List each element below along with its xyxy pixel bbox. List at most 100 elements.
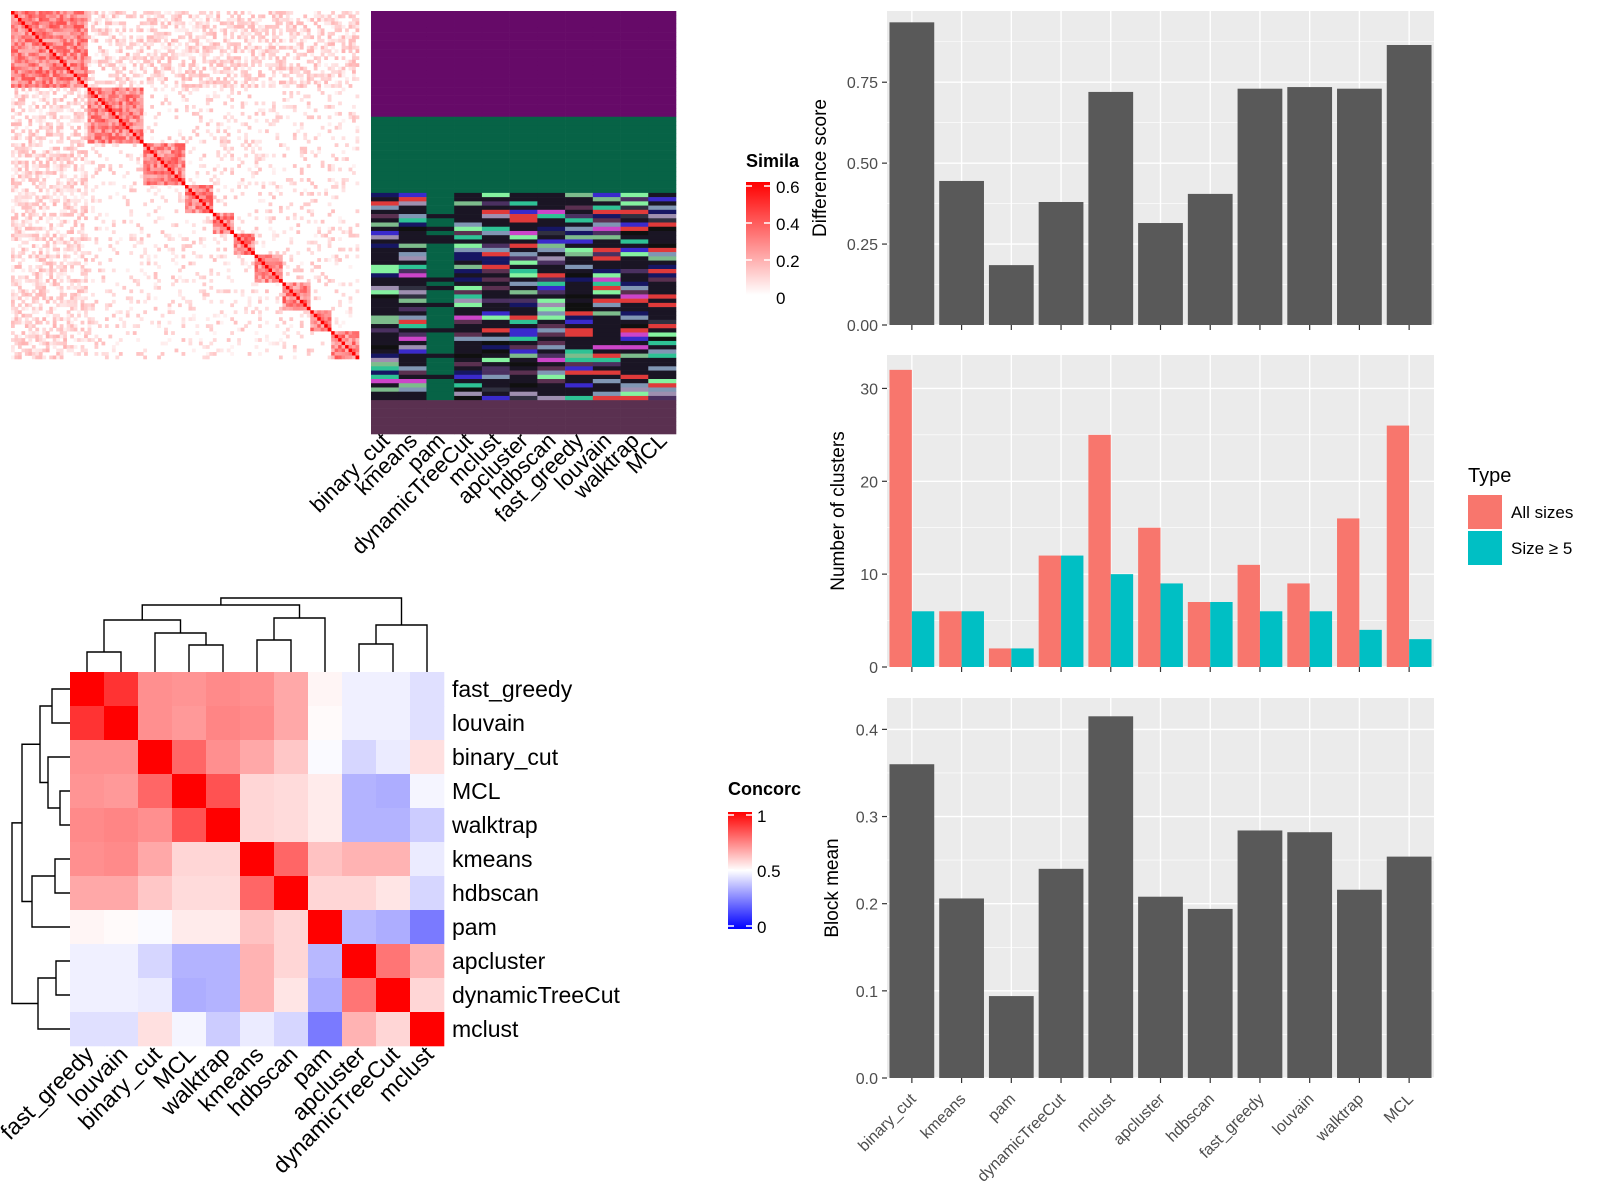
concordance-heatmap: fast_greedyfast_greedylouvainlouvainbina… [0,672,620,1178]
bar-size-5 [1210,602,1233,667]
concordance-cell [376,740,411,775]
x-tick-label: pam [985,1091,1019,1125]
concordance-cell [172,740,207,775]
y-tick-label: 0.00 [847,318,878,335]
concordance-cell [376,876,411,911]
concordance-cell [342,978,377,1013]
concordance-cell [410,944,445,979]
bar [939,898,984,1078]
concordance-cell [70,978,105,1013]
concordance-cell [410,706,445,741]
concordance-cell [308,740,343,775]
y-tick-label: 0.4 [856,722,878,739]
concordance-cell [138,808,173,843]
concordance-cell [240,774,275,809]
concordance-cell [206,978,241,1013]
bar-size-5 [1110,574,1134,667]
concordance-cell [172,910,207,945]
concordance-cell [138,740,173,775]
concordance-cell [104,808,139,843]
concordance-tick-label: 0 [757,918,766,937]
concordance-cell [342,876,377,911]
concordance-cell [70,876,105,911]
legend-label: All sizes [1511,503,1573,522]
concordance-cell [410,978,445,1013]
concordance-cell [342,944,377,979]
concordance-cell [376,706,411,741]
concordance-row-label: louvain [452,710,525,736]
concordance-cell [240,808,275,843]
y-tick-label: 0.75 [847,75,878,92]
bar-size-5 [1409,639,1432,667]
bar [889,764,935,1078]
bar-panels: 0.00 0.25 0.50 0.75 Difference score 0 10 20 30 N… [810,11,1573,1185]
y-axis-label: Block mean [822,838,843,937]
concordance-cell [172,978,207,1013]
concordance-cell [206,944,241,979]
concordance-cell [274,944,309,979]
concordance-cell [240,706,275,741]
concordance-cell [274,672,309,707]
concordance-cell [342,910,377,945]
concordance-cell [104,842,139,877]
concordance-row-label: apcluster [452,948,546,974]
bar [1337,88,1382,325]
bar [1187,193,1233,325]
bar-all-sizes [1138,527,1161,667]
concordance-cell [206,808,241,843]
bar-all-sizes [988,648,1012,667]
concordance-cell [308,842,343,877]
similarity-legend-title: Simila [746,151,800,171]
bar-all-sizes [939,611,962,667]
concordance-cell [104,978,139,1013]
concordance-cell [206,1012,241,1047]
concordance-cell [274,740,309,775]
bar [1038,201,1084,325]
concordance-cell [70,774,105,809]
concordance-cell [410,672,445,707]
concordance-cell [138,910,173,945]
concordance-cell [342,740,377,775]
bar [1237,830,1283,1078]
concordance-cell [410,842,445,877]
concordance-cell [274,842,309,877]
concordance-cell [70,944,105,979]
concordance-tick-label: 1 [757,807,766,826]
concordance-cell [138,876,173,911]
concordance-cell [138,944,173,979]
bar-size-5 [1359,629,1382,667]
concordance-cell [104,944,139,979]
concordance-cell [240,910,275,945]
concordance-cell [138,774,173,809]
concordance-cell [104,774,139,809]
concordance-cell [70,910,105,945]
y-tick-label: 10 [860,567,878,584]
concordance-cell [376,1012,411,1047]
concordance-cell [308,808,343,843]
concordance-cell [342,1012,377,1047]
y-tick-label: 0 [869,660,878,677]
concordance-cell [240,944,275,979]
concordance-cell [410,910,445,945]
concordance-cell [274,706,309,741]
concordance-row-label: fast_greedy [452,676,573,702]
concordance-cell [206,774,241,809]
concordance-cell [172,944,207,979]
concordance-cell [308,910,343,945]
concordance-row-label: pam [452,914,497,940]
similarity-tick-label: 0.6 [776,178,800,197]
bar [988,265,1034,325]
bar-size-5 [1259,611,1283,667]
concordance-cell [342,842,377,877]
x-tick-label: dynamicTreeCut [974,1090,1069,1185]
concordance-row-label: walktrap [451,812,538,838]
concordance-cell [70,808,105,843]
bar-size-5 [911,611,935,667]
concordance-cell [104,706,139,741]
bar [1088,91,1134,326]
bar-all-sizes [1337,518,1360,667]
concordance-cell [172,774,207,809]
concordance-cell [274,808,309,843]
bar-all-sizes [1187,602,1211,667]
concordance-cell [240,876,275,911]
